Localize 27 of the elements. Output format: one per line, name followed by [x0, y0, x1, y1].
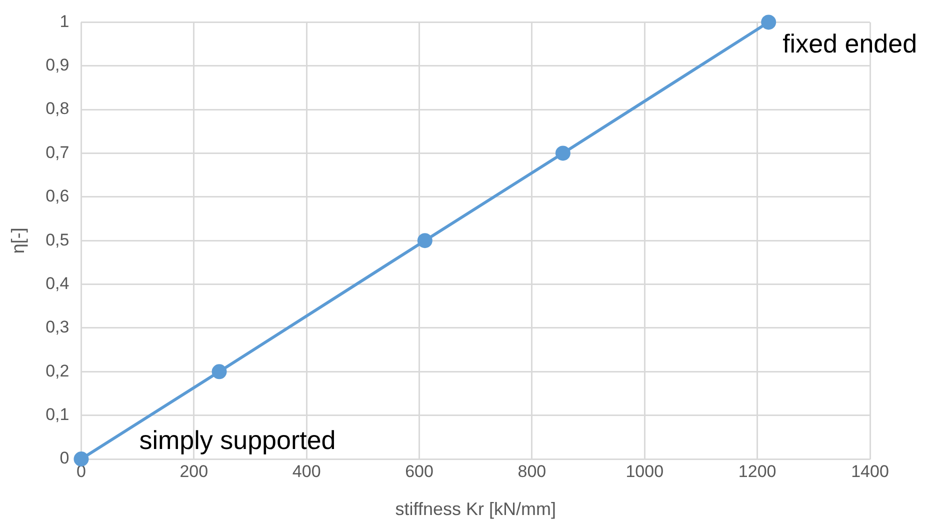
- annotation: simply supported: [139, 425, 336, 456]
- point: [761, 14, 776, 30]
- point: [212, 364, 227, 380]
- x-tick-label: 1400: [851, 462, 889, 481]
- x-tick-label: 400: [292, 462, 321, 481]
- annotation: fixed ended: [782, 28, 918, 58]
- y-tick-label: 0,7: [46, 142, 70, 162]
- x-axis-title: stiffness Kr [kN/mm]: [395, 499, 556, 520]
- x-tick-label: 600: [405, 462, 434, 481]
- point: [555, 146, 570, 161]
- x-tick-label: 200: [180, 462, 208, 481]
- y-tick-label: 0,2: [46, 361, 70, 380]
- y-tick-label: 0,5: [46, 230, 70, 250]
- point: [74, 452, 89, 466]
- y-tick-label: 0,4: [46, 274, 70, 293]
- y-tick-label: 0,3: [46, 318, 70, 337]
- y-tick-label: 0,8: [46, 99, 70, 118]
- x-tick-label: 800: [518, 462, 546, 481]
- y-axis-title: η[-]: [8, 228, 28, 254]
- y-tick-label: 0,6: [46, 186, 70, 206]
- y-tick-label: 0: [60, 448, 70, 468]
- x-tick-label: 1200: [738, 462, 776, 481]
- x-tick-label: 1000: [626, 462, 664, 481]
- point: [417, 233, 432, 248]
- y-tick-label: 1: [60, 12, 70, 31]
- y-tick-label: 0,1: [46, 405, 70, 424]
- y-tick-label: 0,9: [46, 56, 70, 75]
